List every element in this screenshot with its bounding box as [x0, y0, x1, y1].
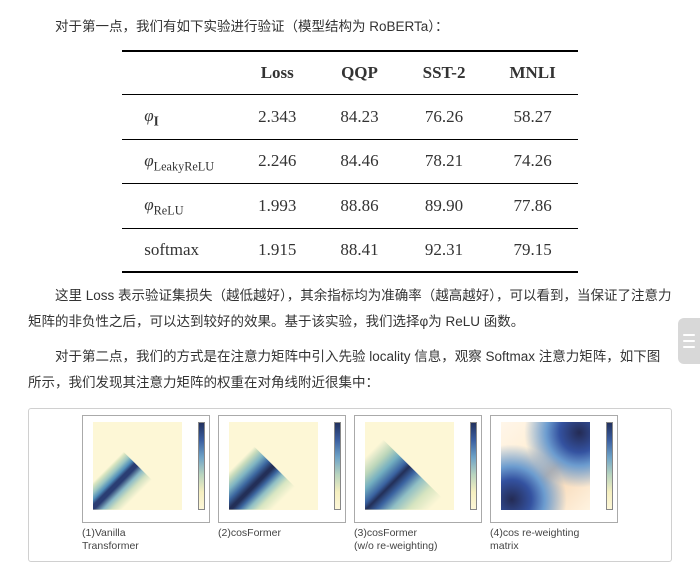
heatmap-cosformer: [218, 415, 346, 523]
cell: 1.993: [236, 184, 318, 229]
cell: 1.915: [236, 228, 318, 272]
cell: 77.86: [487, 184, 577, 229]
table-row: φLeakyReLU 2.246 84.46 78.21 74.26: [122, 139, 578, 184]
cell: 58.27: [487, 94, 577, 139]
table-header-row: Loss QQP SST-2 MNLI: [122, 51, 578, 95]
figure-caption: (3)cosFormer(w/o re-weighting): [354, 527, 437, 555]
table-row: φReLU 1.993 88.86 89.90 77.86: [122, 184, 578, 229]
row-head-phi-I: φI: [122, 94, 236, 139]
row-head-softmax: softmax: [122, 228, 236, 272]
cell: 2.246: [236, 139, 318, 184]
side-handle-icon[interactable]: [678, 318, 700, 364]
row-head-phi-leakyrelu: φLeakyReLU: [122, 139, 236, 184]
row-head-phi-relu: φReLU: [122, 184, 236, 229]
heatmap-cosformer-noreweight: [354, 415, 482, 523]
table-row: softmax 1.915 88.41 92.31 79.15: [122, 228, 578, 272]
cell: 76.26: [401, 94, 488, 139]
cell: 84.23: [318, 94, 400, 139]
results-table: Loss QQP SST-2 MNLI φI 2.343 84.23 76.26…: [122, 50, 578, 273]
colorbar: [334, 422, 341, 510]
cell: 74.26: [487, 139, 577, 184]
col-sst2: SST-2: [401, 51, 488, 95]
figure-caption: (4)cos re-weightingmatrix: [490, 527, 579, 555]
col-qqp: QQP: [318, 51, 400, 95]
intro-text: 对于第一点，我们有如下实验进行验证（模型结构为 RoBERTa）：: [28, 14, 672, 40]
cell: 2.343: [236, 94, 318, 139]
cell: 88.41: [318, 228, 400, 272]
paragraph-1: 这里 Loss 表示验证集损失（越低越好），其余指标均为准确率（越高越好），可以…: [28, 283, 672, 334]
colorbar: [606, 422, 613, 510]
cell: 92.31: [401, 228, 488, 272]
cell: 88.86: [318, 184, 400, 229]
col-loss: Loss: [236, 51, 318, 95]
cell: 78.21: [401, 139, 488, 184]
col-mnli: MNLI: [487, 51, 577, 95]
paragraph-2: 对于第二点，我们的方式是在注意力矩阵中引入先验 locality 信息，观察 S…: [28, 344, 672, 395]
cell: 84.46: [318, 139, 400, 184]
colorbar: [198, 422, 205, 510]
heatmap-reweight-matrix: [490, 415, 618, 523]
figure-row: (1)VanillaTransformer (2)cosFormer (3)co…: [28, 408, 672, 562]
table-row: φI 2.343 84.23 76.26 58.27: [122, 94, 578, 139]
colorbar: [470, 422, 477, 510]
figure-caption: (2)cosFormer: [218, 527, 281, 555]
heatmap-vanilla: [82, 415, 210, 523]
col-blank: [122, 51, 236, 95]
figure-caption: (1)VanillaTransformer: [82, 527, 139, 555]
cell: 79.15: [487, 228, 577, 272]
cell: 89.90: [401, 184, 488, 229]
